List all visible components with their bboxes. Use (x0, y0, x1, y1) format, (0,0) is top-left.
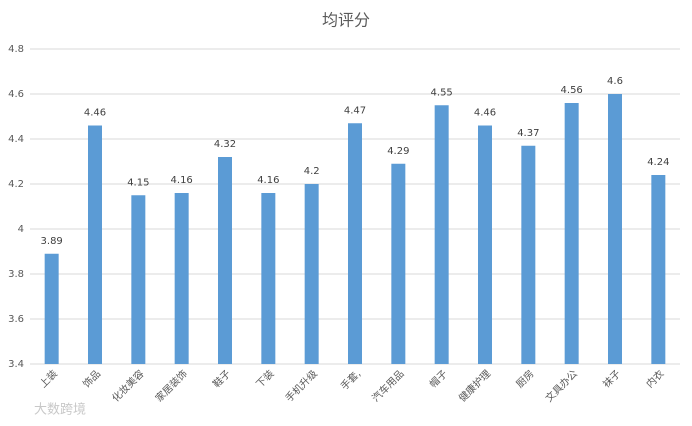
bar (564, 103, 579, 364)
y-tick-label: 3.6 (8, 314, 24, 325)
bar (261, 193, 276, 364)
bar (304, 184, 319, 364)
data-label: 4.37 (517, 128, 539, 139)
data-label: 3.89 (41, 236, 63, 247)
chart-title: 均评分 (322, 11, 370, 30)
bar (218, 157, 232, 364)
data-label: 4.6 (607, 76, 623, 87)
bar (478, 125, 492, 364)
data-label: 4.46 (84, 108, 106, 119)
bar (434, 105, 449, 364)
bar (131, 195, 146, 364)
data-label: 4.16 (257, 175, 279, 186)
data-label: 4.16 (171, 175, 193, 186)
data-label: 4.29 (387, 146, 409, 157)
y-tick-label: 4.6 (8, 89, 24, 100)
y-tick-label: 4.2 (8, 179, 24, 190)
watermark: 大数跨境 (34, 403, 86, 418)
bar (88, 125, 102, 364)
data-label: 4.46 (474, 108, 496, 119)
bar (521, 145, 536, 364)
data-label: 4.32 (214, 139, 236, 150)
y-tick-label: 3.8 (8, 269, 24, 280)
bar (608, 94, 622, 364)
data-label: 4.55 (431, 87, 453, 98)
data-label: 4.24 (647, 157, 669, 168)
data-label: 4.2 (304, 166, 320, 177)
bar (348, 123, 362, 364)
bar (391, 163, 406, 364)
bar (651, 175, 666, 364)
y-tick-label: 4.4 (8, 134, 24, 145)
data-label: 4.56 (561, 85, 583, 96)
bar (44, 253, 59, 364)
y-tick-label: 3.4 (8, 359, 24, 370)
y-tick-label: 4.8 (8, 44, 24, 55)
data-label: 4.15 (127, 177, 149, 188)
y-tick-label: 4 (18, 224, 24, 235)
bar (174, 193, 189, 364)
data-label: 4.47 (344, 105, 366, 116)
